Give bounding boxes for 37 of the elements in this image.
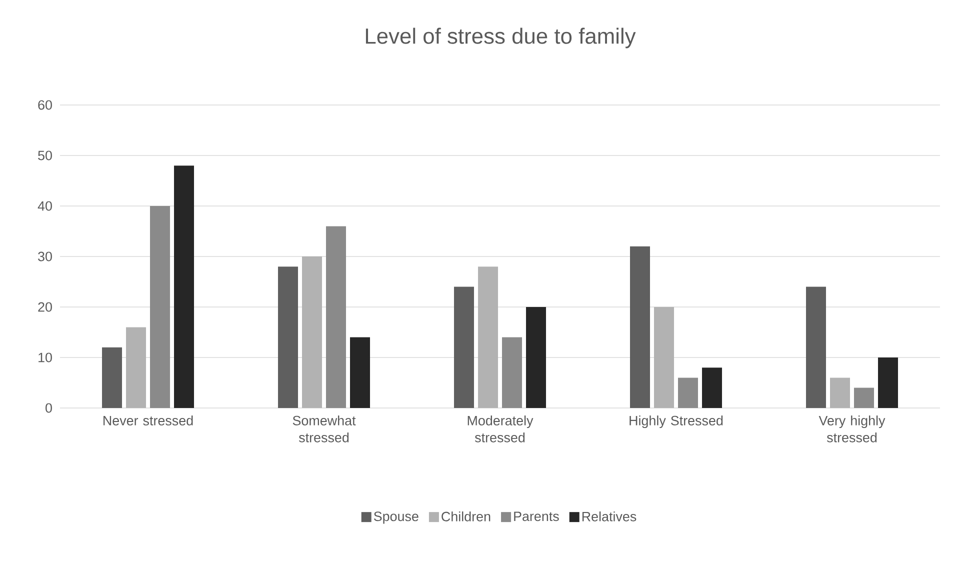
bar <box>102 347 122 408</box>
x-tick-label: Highly Stressed <box>630 416 723 428</box>
y-tick-label: 10 <box>38 352 52 362</box>
y-tick-label: 0 <box>46 403 52 413</box>
x-tick-label: Somewhat stressed <box>292 416 356 442</box>
bar <box>702 368 722 408</box>
y-tick-label: 30 <box>38 252 52 262</box>
bar <box>150 206 170 408</box>
bar <box>630 246 650 408</box>
bar <box>174 166 194 408</box>
bar <box>854 388 874 408</box>
bar <box>126 327 146 408</box>
chart-title: Level of stress due to family <box>366 28 636 48</box>
bar <box>478 266 498 408</box>
y-tick-label: 20 <box>38 302 52 312</box>
bar <box>502 337 522 408</box>
legend-label: Parents <box>514 512 559 522</box>
y-tick-label: 40 <box>38 201 52 211</box>
y-tick-label: 50 <box>38 150 52 160</box>
bar <box>654 306 674 408</box>
bar <box>878 357 898 408</box>
y-tick-label: 60 <box>38 100 52 110</box>
bar <box>526 306 546 408</box>
legend-label: Relatives <box>582 511 636 522</box>
legend-label: Children <box>442 511 490 522</box>
bar <box>830 378 850 408</box>
x-tick-label: Very highly stressed <box>818 416 886 442</box>
bar <box>350 337 370 408</box>
bar <box>302 256 322 408</box>
bar <box>326 226 346 408</box>
bar <box>454 286 474 408</box>
bar <box>806 286 826 408</box>
legend-label: Spouse <box>374 512 418 524</box>
x-tick-label: Never stressed <box>104 416 193 426</box>
bar <box>678 378 698 408</box>
x-tick-label: Moderately stressed <box>468 416 534 442</box>
bar <box>278 266 298 408</box>
